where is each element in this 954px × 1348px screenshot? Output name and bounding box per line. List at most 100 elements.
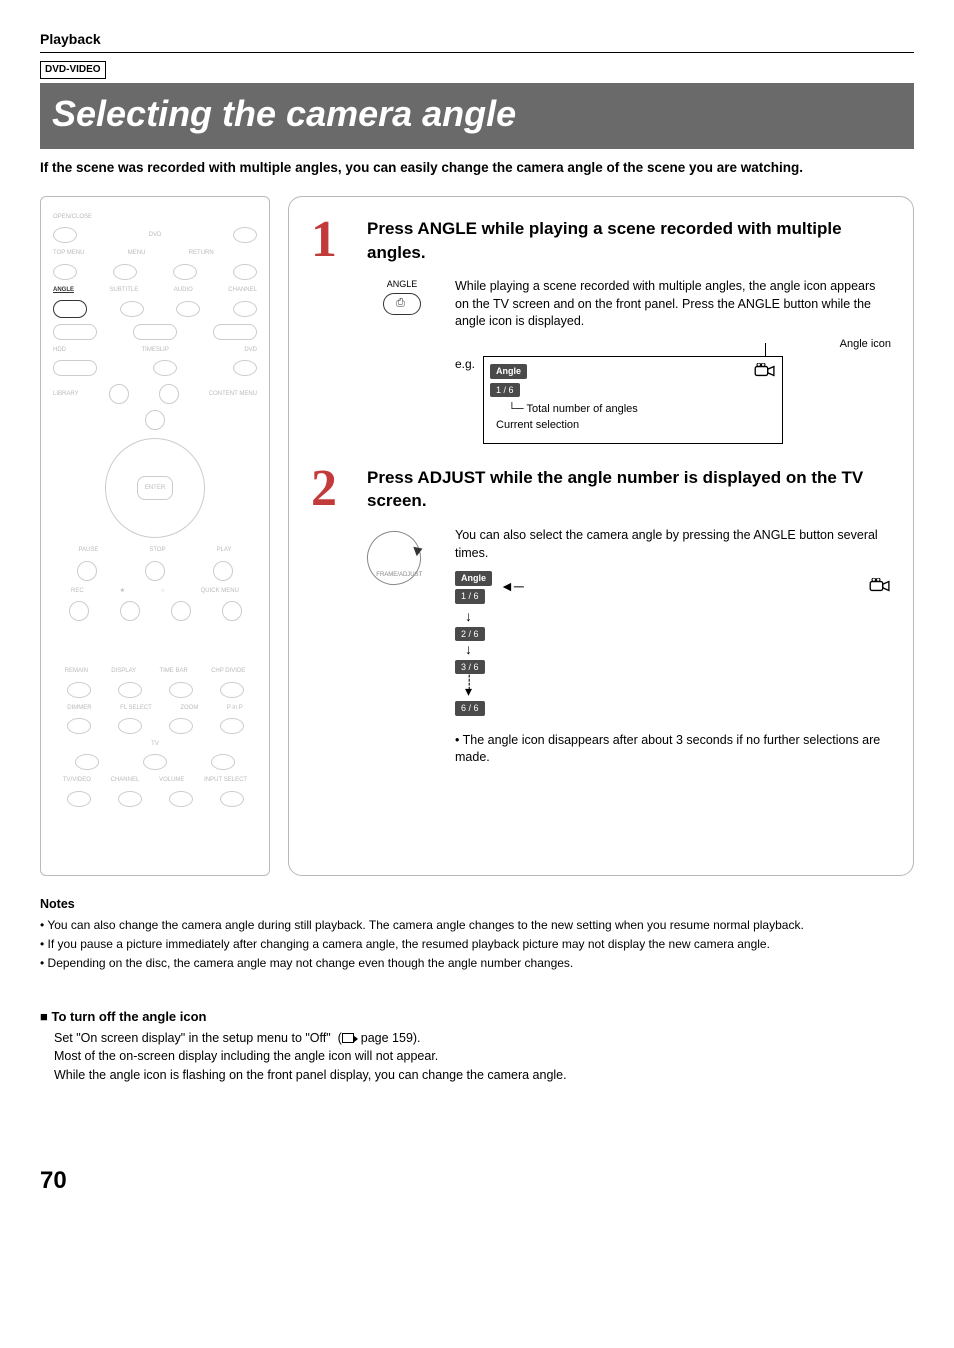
remote-label: INPUT SELECT (204, 776, 247, 784)
eg-label: e.g. (455, 356, 475, 373)
osd-chain-1: 2 / 6 (455, 627, 485, 642)
page-number: 70 (40, 1164, 914, 1198)
remote-label: REMAIN (65, 667, 88, 675)
remote-label: QUICK MENU (201, 587, 239, 595)
remote-dvd (213, 324, 257, 340)
remote-remain (67, 682, 91, 698)
remote-label: HDD (53, 346, 66, 354)
camera-icon (754, 363, 776, 379)
adjust-dial-label: FRAME/ADJUST (376, 571, 422, 579)
remote-label: P in P (227, 704, 243, 712)
remote-inputselect (220, 791, 244, 807)
remote-zoom (169, 718, 193, 734)
remote-label: TOP MENU (53, 249, 84, 257)
remote-enter: ENTER (137, 476, 173, 500)
remote-label: VOLUME (159, 776, 184, 784)
turnoff-line-2: Most of the on-screen display including … (54, 1048, 914, 1066)
remote-tvvideo (67, 791, 91, 807)
tree-current: Current selection (496, 418, 776, 433)
arrow-left-icon: ◄─ (500, 577, 524, 597)
osd-angle-label: Angle (490, 364, 527, 379)
remote-label: AUDIO (174, 286, 193, 294)
turnoff-section: To turn off the angle icon Set "On scree… (40, 1008, 914, 1085)
remote-label: PLAY (217, 546, 232, 554)
angle-button-icon (383, 293, 421, 315)
step-2-title: Press ADJUST while the angle number is d… (367, 466, 891, 514)
remote-tv-label: TV (151, 740, 159, 748)
intro-text: If the scene was recorded with multiple … (40, 159, 914, 178)
step-1-title: Press ANGLE while playing a scene record… (367, 217, 891, 265)
remote-hdd (53, 324, 97, 340)
remote-menu (113, 264, 137, 280)
remote-illustration: OPEN/CLOSE DVD TOP MENU MENU RETURN ANGL… (40, 196, 270, 876)
steps-panel: 1 Press ANGLE while playing a scene reco… (288, 196, 914, 876)
remote-label: DISPLAY (111, 667, 136, 675)
page-title: Selecting the camera angle (40, 83, 914, 149)
remote-label: ★ (120, 587, 125, 595)
osd-example-box: Angle 1 / 6 └─ Total number of angles (483, 356, 783, 443)
note-item: Depending on the disc, the camera angle … (40, 955, 914, 972)
remote-chup (143, 754, 167, 770)
remote-label: PAUSE (78, 546, 98, 554)
divider (40, 52, 914, 53)
turnoff-line-3: While the angle icon is flashing on the … (54, 1067, 914, 1085)
angle-icon-caption: Angle icon (455, 337, 891, 352)
step-1: 1 Press ANGLE while playing a scene reco… (311, 217, 891, 444)
remote-audio (176, 301, 200, 317)
down-arrow-icon: ↓ (465, 645, 472, 653)
remote-pause (77, 561, 97, 581)
remote-easynavi (53, 360, 97, 376)
remote-flselect (118, 718, 142, 734)
remote-instreplay (153, 360, 177, 376)
osd-angle-label-2: Angle (455, 571, 492, 586)
remote-display (118, 682, 142, 698)
remote-stop (145, 561, 165, 581)
turnoff-heading: To turn off the angle icon (40, 1008, 914, 1026)
remote-label: FL SELECT (120, 704, 152, 712)
remote-subtitle (120, 301, 144, 317)
remote-label: CHANNEL (228, 286, 257, 294)
step-1-desc: While playing a scene recorded with mult… (455, 278, 891, 331)
tree-total: └─ Total number of angles (508, 402, 776, 417)
remote-label: SUBTITLE (110, 286, 139, 294)
remote-timeslip (133, 324, 177, 340)
remote-return (173, 264, 197, 280)
angle-button-illustration: ANGLE (367, 278, 437, 443)
remote-channel (233, 301, 257, 317)
remote-label: TV/VIDEO (63, 776, 91, 784)
remote-timebar (169, 682, 193, 698)
osd-chain-2: 3 / 6 (455, 660, 485, 675)
remote-label: STOP (149, 546, 165, 554)
remote-label: TIME BAR (159, 667, 187, 675)
remote-dimmer (67, 718, 91, 734)
remote-label: TIMESLIP (141, 346, 168, 354)
remote-tvpower (75, 754, 99, 770)
remote-label: ZOOM (180, 704, 198, 712)
remote-up (233, 264, 257, 280)
remote-contentmenu (145, 410, 165, 430)
remote-power (233, 227, 257, 243)
remote-label: CHANNEL (111, 776, 140, 784)
remote-label: REC (71, 587, 84, 595)
remote-label: CONTENT MENU (209, 390, 257, 398)
adjust-dial-illustration: FRAME/ADJUST (367, 527, 437, 767)
step-2-note: • The angle icon disappears after about … (455, 732, 891, 767)
note-item: You can also change the camera angle dur… (40, 917, 914, 934)
remote-editmenu (159, 384, 179, 404)
step-1-number: 1 (311, 217, 355, 444)
remote-label: CHP DIVIDE (211, 667, 245, 675)
remote-label: LIBRARY (53, 390, 79, 398)
remote-open-close (53, 227, 77, 243)
xref-arrow-icon (342, 1033, 354, 1043)
remote-star (120, 601, 140, 621)
remote-volup (211, 754, 235, 770)
remote-rec (69, 601, 89, 621)
remote-instskip (233, 360, 257, 376)
notes-section: Notes You can also change the camera ang… (40, 896, 914, 972)
remote-chpdivide (220, 682, 244, 698)
remote-topmenu (53, 264, 77, 280)
remote-label: DIMMER (67, 704, 91, 712)
remote-pinp (220, 718, 244, 734)
remote-play (213, 561, 233, 581)
remote-label: ○ (161, 587, 165, 595)
